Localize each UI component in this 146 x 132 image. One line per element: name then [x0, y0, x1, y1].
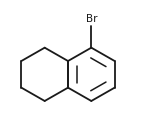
Text: Br: Br [86, 14, 97, 23]
